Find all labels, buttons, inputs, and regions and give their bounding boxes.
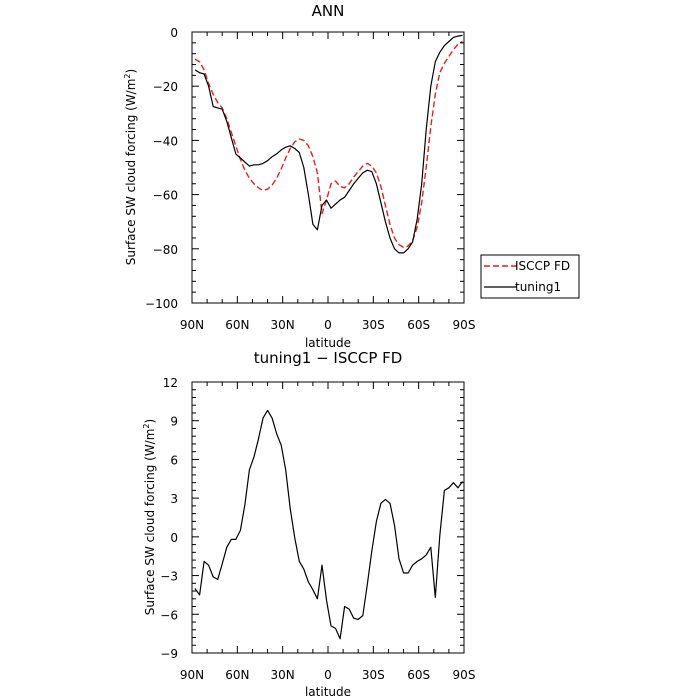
series-line-series — [194, 409, 463, 640]
x-tick-label: 0 — [324, 318, 332, 332]
y-axis-label-base: Surface SW cloud forcing (W/m — [143, 429, 157, 616]
x-axis-label: latitude — [305, 685, 351, 699]
series-layer — [194, 409, 463, 640]
x-tick-label: 60S — [407, 318, 430, 332]
x-tick-label: 90N — [180, 318, 204, 332]
plot-frame — [191, 381, 465, 654]
y-tick-label: 6 — [170, 453, 178, 467]
chart-title: ANN — [312, 2, 345, 20]
y-tick-label: 9 — [170, 415, 178, 429]
series-line-tuning1 — [194, 34, 463, 254]
x-tick-label: 90N — [180, 668, 204, 682]
y-axis-label: Surface SW cloud forcing (W/m2) — [123, 69, 138, 265]
x-axis-label: latitude — [305, 336, 351, 350]
x-tick-label: 30N — [271, 318, 295, 332]
ticks-layer: 90N 60N 30N 0 30S 60S 90S 12 9 6 3 0 −3 −6 −9 — [160, 376, 475, 682]
y-tick-label: −20 — [153, 80, 178, 94]
y-tick-label: −3 — [160, 570, 178, 584]
top-panel: ANN 90N 60N 30N 0 30S 60S 90S 0 −20 −40 −60 −80 −100… — [123, 2, 580, 350]
y-tick-label: 0 — [170, 26, 178, 40]
x-tick-label: 60N — [225, 668, 249, 682]
y-tick-label: −6 — [160, 608, 178, 622]
y-tick-label: −9 — [160, 647, 178, 661]
y-axis-label-end: ) — [124, 69, 138, 74]
series-line-isccp-fd — [194, 40, 463, 249]
y-axis-label-end: ) — [143, 419, 157, 424]
y-tick-label: 3 — [170, 492, 178, 506]
x-tick-label: 60S — [407, 668, 430, 682]
y-tick-label: −80 — [153, 243, 178, 257]
bottom-panel: tuning1 − ISCCP FD 90N 60N 30N 0 30S 60S 90S 12… — [142, 349, 475, 699]
y-tick-label: −100 — [145, 297, 178, 311]
legend: ISCCP FD tuning1 — [480, 254, 580, 299]
y-tick-label: −40 — [153, 134, 178, 148]
y-axis-label-superscript: 2 — [123, 73, 132, 78]
y-tick-label: −60 — [153, 189, 178, 203]
x-tick-label: 30S — [362, 668, 385, 682]
x-tick-label: 30N — [271, 668, 295, 682]
x-tick-label: 60N — [225, 318, 249, 332]
y-tick-label: 0 — [170, 531, 178, 545]
series-layer — [194, 34, 463, 254]
x-tick-label: 0 — [324, 668, 332, 682]
y-axis-label-base: Surface SW cloud forcing (W/m — [124, 79, 138, 266]
x-tick-label: 90S — [453, 668, 476, 682]
y-axis-label: Surface SW cloud forcing (W/m2) — [142, 419, 157, 615]
y-axis-label-superscript: 2 — [142, 423, 151, 428]
legend-label-tuning1: tuning1 — [515, 280, 561, 294]
chart-title: tuning1 − ISCCP FD — [254, 349, 403, 367]
legend-box — [480, 254, 580, 299]
x-tick-label: 90S — [453, 318, 476, 332]
x-tick-label: 30S — [362, 318, 385, 332]
y-tick-label: 12 — [163, 376, 178, 390]
legend-label-isccp-fd: ISCCP FD — [515, 259, 570, 273]
ticks-layer: 90N 60N 30N 0 30S 60S 90S 0 −20 −40 −60 −80 −100 — [145, 26, 475, 332]
